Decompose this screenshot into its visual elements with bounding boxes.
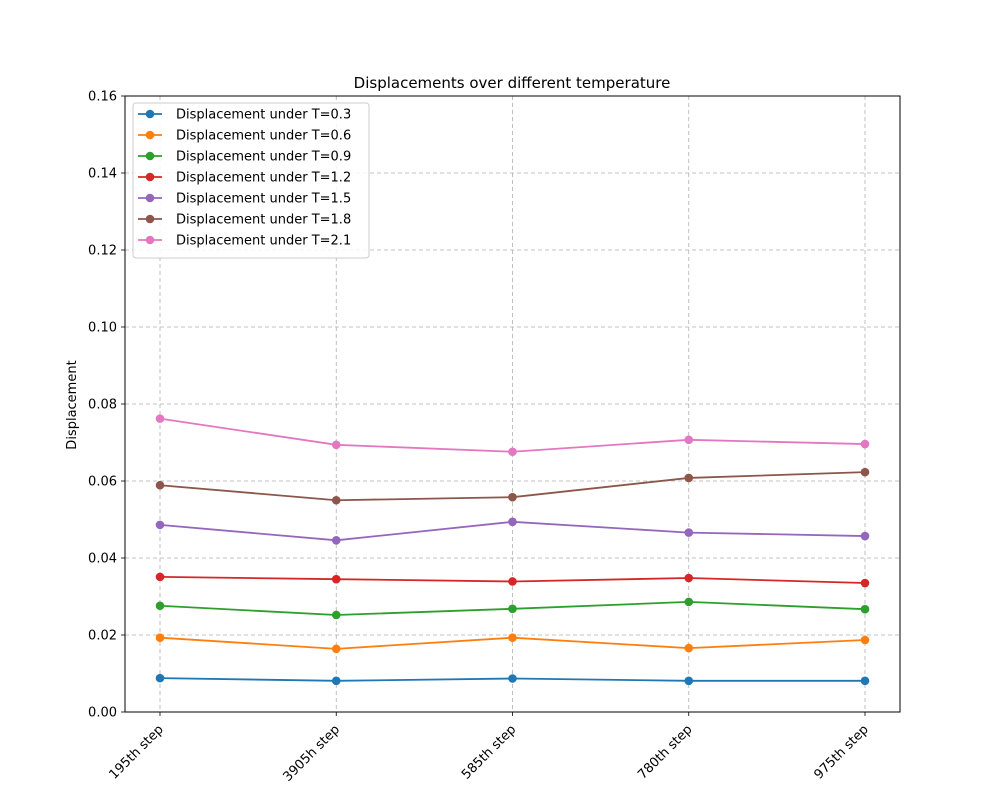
data-point bbox=[684, 676, 694, 686]
legend-marker bbox=[145, 151, 155, 161]
data-point bbox=[155, 480, 165, 490]
chart-title: Displacements over different temperature bbox=[354, 74, 671, 92]
data-point bbox=[684, 473, 694, 483]
legend-entry: Displacement under T=1.8 bbox=[138, 213, 351, 228]
legend-entry: Displacement under T=0.6 bbox=[138, 129, 351, 144]
series-group bbox=[155, 517, 870, 545]
y-tick-label: 0.00 bbox=[88, 706, 117, 721]
data-point bbox=[155, 414, 165, 423]
data-point bbox=[684, 435, 694, 445]
legend-label: Displacement under T=0.3 bbox=[176, 108, 351, 123]
data-point bbox=[860, 578, 870, 588]
legend-marker bbox=[145, 193, 155, 203]
data-point bbox=[155, 633, 165, 642]
series-group bbox=[155, 572, 870, 588]
data-point bbox=[508, 633, 517, 642]
legend-entry: Displacement under T=1.2 bbox=[138, 171, 351, 186]
series-group bbox=[155, 414, 870, 457]
legend: Displacement under T=0.3 Displacement und… bbox=[132, 102, 370, 259]
data-point bbox=[508, 577, 517, 586]
data-point bbox=[684, 573, 694, 583]
data-point bbox=[331, 676, 341, 686]
series-layer bbox=[155, 414, 870, 686]
y-tick-label: 0.12 bbox=[88, 244, 117, 259]
legend-label: Displacement under T=0.6 bbox=[176, 129, 351, 144]
data-point bbox=[155, 572, 165, 582]
legend-marker bbox=[145, 214, 155, 224]
data-point bbox=[860, 439, 870, 449]
data-point bbox=[508, 492, 517, 502]
y-tick-label: 0.02 bbox=[88, 629, 117, 644]
series-group bbox=[155, 597, 870, 620]
legend-marker bbox=[145, 109, 155, 119]
legend-entry: Displacement under T=0.3 bbox=[138, 108, 351, 123]
legend-entry: Displacement under T=0.9 bbox=[138, 150, 351, 165]
data-point bbox=[155, 673, 165, 683]
legend-label: Displacement under T=1.5 bbox=[176, 192, 351, 207]
data-point bbox=[331, 495, 341, 505]
data-point bbox=[860, 676, 870, 686]
legend-marker bbox=[145, 235, 155, 245]
data-point bbox=[684, 597, 694, 607]
legend-label: Displacement under T=0.9 bbox=[176, 150, 351, 165]
data-point bbox=[684, 643, 694, 653]
data-point bbox=[331, 440, 341, 450]
legend-marker bbox=[145, 172, 155, 182]
legend-marker bbox=[145, 130, 155, 140]
data-point bbox=[331, 535, 341, 545]
legend-label: Displacement under T=1.2 bbox=[176, 171, 351, 186]
legend-box bbox=[132, 102, 370, 259]
data-point bbox=[331, 644, 341, 654]
y-tick-label: 0.14 bbox=[88, 167, 117, 182]
legend-label: Displacement under T=2.1 bbox=[176, 234, 351, 249]
y-axis-label: Displacement bbox=[65, 360, 80, 449]
data-point bbox=[860, 604, 870, 614]
legend-entry: Displacement under T=2.1 bbox=[138, 234, 351, 249]
plot-frame bbox=[124, 95, 901, 713]
y-tick-label: 0.08 bbox=[88, 398, 117, 413]
data-point bbox=[684, 528, 694, 537]
y-tick-label: 0.10 bbox=[88, 321, 117, 336]
data-point bbox=[331, 574, 341, 584]
legend-label: Displacement under T=1.8 bbox=[176, 213, 351, 228]
data-point bbox=[860, 467, 870, 477]
data-point bbox=[508, 447, 517, 457]
y-tick-label: 0.04 bbox=[88, 552, 117, 567]
legend-entry: Displacement under T=1.5 bbox=[138, 192, 351, 207]
series-group bbox=[155, 673, 870, 686]
series-group bbox=[155, 633, 870, 654]
data-point bbox=[155, 601, 165, 611]
data-point bbox=[860, 531, 870, 541]
data-point bbox=[508, 517, 517, 527]
data-point bbox=[508, 604, 517, 614]
data-point bbox=[860, 635, 870, 645]
y-tick-label: 0.16 bbox=[88, 90, 117, 105]
data-point bbox=[508, 674, 517, 683]
series-group bbox=[155, 467, 870, 505]
data-point bbox=[331, 610, 341, 620]
data-point bbox=[155, 520, 165, 530]
y-tick-label: 0.06 bbox=[88, 475, 117, 490]
